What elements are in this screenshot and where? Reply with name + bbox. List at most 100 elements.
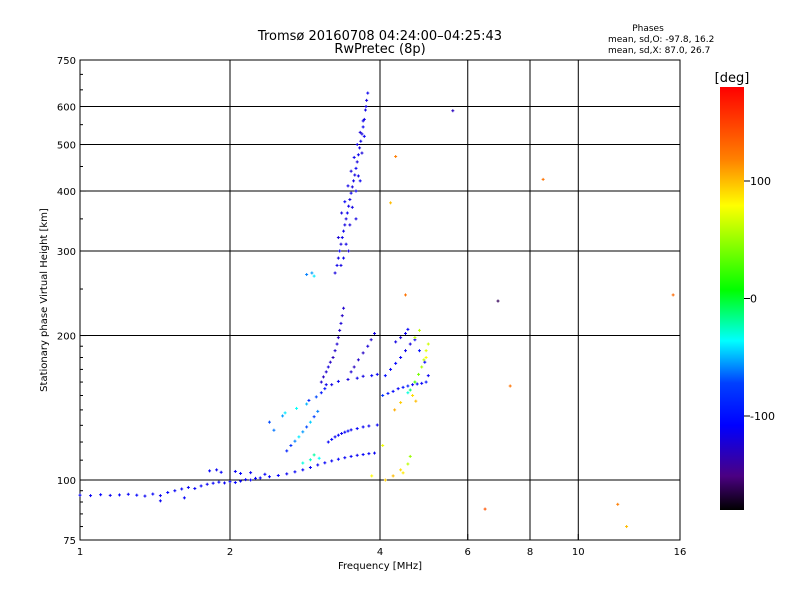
data-point [253, 476, 257, 480]
data-point [352, 179, 356, 183]
data-point [359, 139, 363, 143]
y-tick-label: 400 [57, 187, 76, 198]
data-point [353, 173, 357, 177]
data-point [386, 391, 390, 395]
colorbar: [deg] 100 0 -100 [715, 71, 775, 510]
y-axis-label: Stationary phase Virtual Height [km] [39, 208, 50, 392]
data-point [335, 342, 339, 346]
data-point [370, 374, 374, 378]
data-point [244, 478, 248, 482]
data-point [289, 444, 293, 448]
data-point [367, 452, 371, 456]
data-point [348, 198, 352, 202]
data-point [336, 379, 340, 383]
gridlines [80, 60, 680, 540]
data-point [336, 236, 340, 240]
data-point [424, 349, 428, 353]
plot-area: 1 2 4 6 8 10 16 75 100 200 300 400 500 600 750 [57, 56, 686, 558]
y-tick-label: 100 [57, 476, 76, 487]
data-point [217, 480, 221, 484]
data-point [406, 391, 410, 395]
phase-stats-x: mean, sd,X: 87.0, 26.7 [608, 46, 710, 56]
data-point [331, 355, 335, 359]
data-point [424, 355, 428, 359]
data-point [354, 189, 358, 193]
data-point [328, 360, 332, 364]
data-point [293, 470, 297, 474]
data-point [326, 440, 330, 444]
data-point [312, 415, 316, 419]
data-point [272, 428, 276, 432]
data-point [205, 482, 209, 486]
data-point [330, 459, 334, 463]
data-point [215, 468, 219, 472]
data-point [399, 355, 403, 359]
data-point [366, 344, 370, 348]
data-point [358, 146, 362, 150]
data-point [360, 132, 364, 136]
data-point [339, 242, 343, 246]
data-point [319, 391, 323, 395]
colorbar-tick-label: 0 [750, 293, 757, 306]
data-point [406, 462, 410, 466]
data-point [422, 358, 426, 362]
data-point [420, 365, 424, 369]
data-point [305, 425, 309, 429]
y-tick-label: 200 [57, 332, 76, 343]
data-point [408, 342, 412, 346]
data-point [186, 485, 190, 489]
data-point [424, 380, 428, 384]
data-point [381, 444, 385, 448]
data-point [312, 274, 316, 278]
data-point [312, 453, 316, 457]
data-point [78, 493, 82, 497]
y-tick-label: 600 [57, 103, 76, 114]
data-point [360, 151, 364, 155]
data-point [411, 383, 415, 387]
data-point [541, 177, 545, 181]
y-tick-label: 75 [63, 536, 76, 547]
data-point [420, 381, 424, 385]
x-tick-label: 1 [77, 547, 83, 558]
data-point [426, 342, 430, 346]
data-point [381, 394, 385, 398]
data-point [367, 424, 371, 428]
data-point [324, 383, 328, 387]
data-point [239, 479, 243, 483]
data-point [321, 375, 325, 379]
data-point [158, 499, 162, 503]
data-point [267, 475, 271, 479]
data-point [347, 249, 351, 253]
data-point [355, 453, 359, 457]
data-point [417, 328, 421, 332]
data-point [117, 493, 121, 497]
data-point [361, 425, 365, 429]
data-point [295, 406, 299, 410]
data-point [323, 461, 327, 465]
data-point [616, 502, 620, 506]
data-point [193, 487, 197, 491]
phase-heading: Phases [632, 24, 664, 34]
data-point [417, 372, 421, 376]
data-point [151, 492, 155, 496]
data-point [403, 293, 407, 297]
data-point [414, 399, 418, 403]
data-point [336, 256, 340, 260]
data-point [135, 493, 139, 497]
data-point [323, 387, 327, 391]
data-point [383, 478, 387, 482]
colorbar-ticks: 100 0 -100 [744, 175, 775, 423]
data-point [483, 507, 487, 511]
colorbar-label: [deg] [715, 71, 750, 86]
x-tick-label: 6 [465, 547, 471, 558]
data-point [369, 338, 373, 342]
data-point [361, 453, 365, 457]
data-point [319, 380, 323, 384]
data-point [276, 473, 280, 477]
data-point [350, 185, 354, 189]
data-point [336, 433, 340, 437]
data-point [89, 494, 93, 498]
data-point [99, 493, 103, 497]
chart-title: Tromsø 20160708 04:24:00–04:25:43 [257, 29, 502, 44]
data-point [308, 465, 312, 469]
